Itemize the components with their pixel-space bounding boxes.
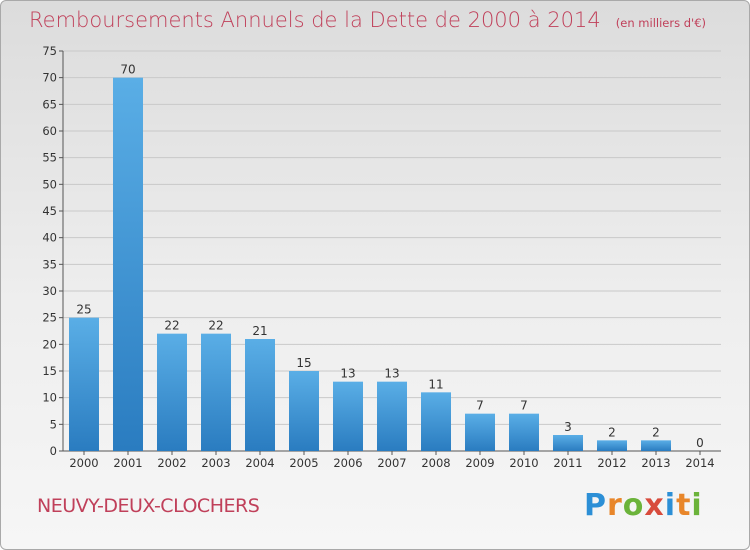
value-label-2005: 15 — [296, 356, 311, 370]
x-tick-label-2013: 2013 — [641, 456, 670, 470]
y-tick-label: 25 — [42, 311, 57, 325]
value-label-2013: 2 — [652, 425, 660, 439]
bar-2000 — [69, 317, 99, 451]
y-tick-label: 60 — [42, 124, 57, 138]
y-tick-label: 15 — [42, 364, 57, 378]
y-tick-label: 5 — [50, 417, 57, 431]
bar-2003 — [201, 333, 231, 451]
bar-2012 — [597, 440, 627, 451]
y-tick-label: 10 — [42, 391, 57, 405]
value-label-2009: 7 — [476, 399, 484, 413]
value-label-2007: 13 — [384, 367, 399, 381]
x-tick-label-2009: 2009 — [465, 456, 494, 470]
y-tick-label: 0 — [50, 444, 57, 458]
bar-2002 — [157, 333, 187, 451]
y-tick-label: 30 — [42, 284, 57, 298]
x-tick-label-2004: 2004 — [245, 456, 274, 470]
value-label-2012: 2 — [608, 425, 616, 439]
x-tick-label-2001: 2001 — [113, 456, 142, 470]
chart-unit-text: (en milliers d'€) — [615, 16, 706, 30]
x-tick-label-2000: 2000 — [69, 456, 98, 470]
bar-2008 — [421, 392, 451, 451]
y-tick-label: 65 — [42, 97, 57, 111]
chart-title-text: Remboursements Annuels de la Dette de 20… — [29, 8, 601, 32]
value-label-2006: 13 — [340, 367, 355, 381]
x-tick-label-2008: 2008 — [421, 456, 450, 470]
value-label-2010: 7 — [520, 399, 528, 413]
bar-2004 — [245, 339, 275, 451]
value-label-2004: 21 — [252, 324, 267, 338]
y-tick-label: 50 — [42, 177, 57, 191]
value-label-2008: 11 — [428, 377, 443, 391]
bar-2001 — [113, 77, 143, 452]
y-tick-label: 70 — [42, 71, 57, 85]
bar-2005 — [289, 371, 319, 451]
city-name: NEUVY-DEUX-CLOCHERS — [37, 495, 260, 517]
y-tick-label: 40 — [42, 231, 57, 245]
value-label-2003: 22 — [208, 319, 223, 333]
y-tick-label: 75 — [42, 44, 57, 58]
y-tick-label: 35 — [42, 257, 57, 271]
x-tick-label-2012: 2012 — [597, 456, 626, 470]
value-label-2001: 70 — [120, 63, 135, 77]
bar-2010 — [509, 413, 539, 451]
x-tick-label-2010: 2010 — [509, 456, 538, 470]
y-tick-label: 20 — [42, 337, 57, 351]
value-label-2011: 3 — [564, 420, 572, 434]
y-tick-label: 45 — [42, 204, 57, 218]
bar-2006 — [333, 381, 363, 451]
x-tick-label-2005: 2005 — [289, 456, 318, 470]
x-tick-label-2014: 2014 — [685, 456, 714, 470]
value-label-2002: 22 — [164, 319, 179, 333]
y-tick-label: 55 — [42, 151, 57, 165]
value-label-2000: 25 — [76, 303, 91, 317]
x-tick-label-2002: 2002 — [157, 456, 186, 470]
bar-2007 — [377, 381, 407, 451]
bar-2011 — [553, 435, 583, 451]
proxiti-logo: Proxiti — [584, 488, 703, 523]
x-tick-label-2007: 2007 — [377, 456, 406, 470]
bar-2013 — [641, 440, 671, 451]
value-label-2014: 0 — [696, 436, 704, 450]
bar-2009 — [465, 413, 495, 451]
chart-title: Remboursements Annuels de la Dette de 20… — [29, 8, 706, 32]
x-tick-label-2003: 2003 — [201, 456, 230, 470]
x-tick-label-2006: 2006 — [333, 456, 362, 470]
x-tick-label-2011: 2011 — [553, 456, 582, 470]
